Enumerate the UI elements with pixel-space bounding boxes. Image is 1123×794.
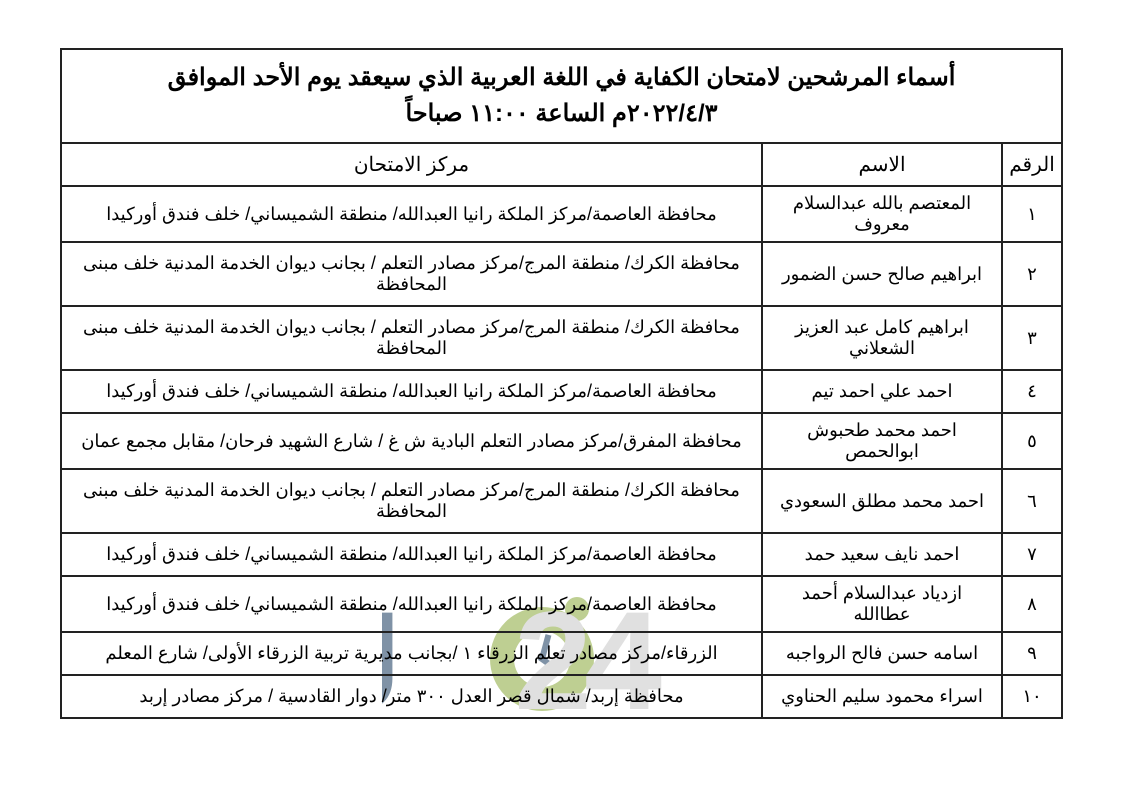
cell-name: اسامه حسن فالح الرواجبه <box>762 632 1002 675</box>
cell-name: احمد علي احمد تيم <box>762 370 1002 413</box>
cell-center: محافظة المفرق/مركز مصادر التعلم البادية … <box>61 413 762 469</box>
cell-name: احمد محمد طحبوش ابوالحمص <box>762 413 1002 469</box>
table-row: ١٠اسراء محمود سليم الحناويمحافظة إربد/ ش… <box>61 675 1062 718</box>
cell-num: ٨ <box>1002 576 1062 632</box>
table-row: ٣ابراهيم كامل عبد العزيز الشعلانيمحافظة … <box>61 306 1062 370</box>
cell-name: ابراهيم صالح حسن الضمور <box>762 242 1002 306</box>
cell-name: المعتصم بالله عبدالسلام معروف <box>762 186 1002 242</box>
cell-num: ٥ <box>1002 413 1062 469</box>
table-row: ٥احمد محمد طحبوش ابوالحمصمحافظة المفرق/م… <box>61 413 1062 469</box>
table-row: ٨ازدياد عبدالسلام أحمد عطااللهمحافظة الع… <box>61 576 1062 632</box>
header-row: الرقم الاسم مركز الامتحان <box>61 143 1062 186</box>
cell-num: ١ <box>1002 186 1062 242</box>
table-row: ٤احمد علي احمد تيممحافظة العاصمة/مركز ال… <box>61 370 1062 413</box>
table-row: ٢ابراهيم صالح حسن الضمورمحافظة الكرك/ من… <box>61 242 1062 306</box>
table-row: ١المعتصم بالله عبدالسلام معروفمحافظة الع… <box>61 186 1062 242</box>
cell-num: ٧ <box>1002 533 1062 576</box>
candidates-table: أسماء المرشحين لامتحان الكفاية في اللغة … <box>60 48 1063 719</box>
cell-center: الزرقاء/مركز مصادر تعلم الزرقاء ١ /بجانب… <box>61 632 762 675</box>
table-row: ٧احمد نايف سعيد حمدمحافظة العاصمة/مركز ا… <box>61 533 1062 576</box>
cell-name: احمد محمد مطلق السعودي <box>762 469 1002 533</box>
header-center: مركز الامتحان <box>61 143 762 186</box>
cell-num: ٦ <box>1002 469 1062 533</box>
cell-center: محافظة العاصمة/مركز الملكة رانيا العبدال… <box>61 533 762 576</box>
table-row: ٦احمد محمد مطلق السعوديمحافظة الكرك/ منط… <box>61 469 1062 533</box>
cell-center: محافظة العاصمة/مركز الملكة رانيا العبدال… <box>61 186 762 242</box>
cell-center: محافظة العاصمة/مركز الملكة رانيا العبدال… <box>61 576 762 632</box>
header-num: الرقم <box>1002 143 1062 186</box>
title-line-1: أسماء المرشحين لامتحان الكفاية في اللغة … <box>70 60 1053 96</box>
title-line-2: ٢٠٢٢/٤/٣م الساعة ١١:٠٠ صباحاً <box>70 96 1053 132</box>
cell-center: محافظة العاصمة/مركز الملكة رانيا العبدال… <box>61 370 762 413</box>
cell-name: اسراء محمود سليم الحناوي <box>762 675 1002 718</box>
cell-num: ١٠ <box>1002 675 1062 718</box>
cell-name: احمد نايف سعيد حمد <box>762 533 1002 576</box>
document-container: أسماء المرشحين لامتحان الكفاية في اللغة … <box>0 0 1123 719</box>
cell-num: ٢ <box>1002 242 1062 306</box>
cell-name: ابراهيم كامل عبد العزيز الشعلاني <box>762 306 1002 370</box>
cell-num: ٤ <box>1002 370 1062 413</box>
cell-center: محافظة إربد/ شمال قصر العدل ٣٠٠ متر/ دوا… <box>61 675 762 718</box>
cell-num: ٣ <box>1002 306 1062 370</box>
cell-center: محافظة الكرك/ منطقة المرج/مركز مصادر الت… <box>61 306 762 370</box>
table-row: ٩اسامه حسن فالح الرواجبهالزرقاء/مركز مصا… <box>61 632 1062 675</box>
cell-num: ٩ <box>1002 632 1062 675</box>
cell-name: ازدياد عبدالسلام أحمد عطاالله <box>762 576 1002 632</box>
cell-center: محافظة الكرك/ منطقة المرج/مركز مصادر الت… <box>61 242 762 306</box>
title-row: أسماء المرشحين لامتحان الكفاية في اللغة … <box>61 49 1062 143</box>
cell-center: محافظة الكرك/ منطقة المرج/مركز مصادر الت… <box>61 469 762 533</box>
header-name: الاسم <box>762 143 1002 186</box>
table-title: أسماء المرشحين لامتحان الكفاية في اللغة … <box>61 49 1062 143</box>
